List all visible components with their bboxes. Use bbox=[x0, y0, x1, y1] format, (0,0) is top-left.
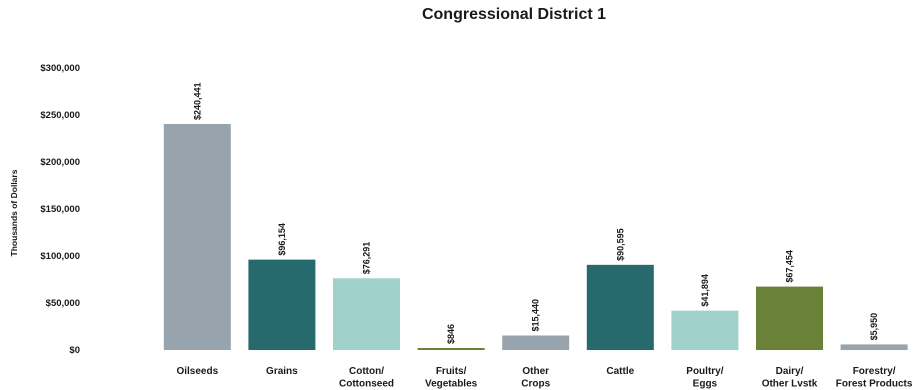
bar bbox=[163, 123, 231, 350]
category-label: Other Lvstk bbox=[762, 379, 818, 390]
category-label: Grains bbox=[266, 366, 298, 377]
y-tick-label: $300,000 bbox=[40, 63, 80, 74]
category-label: Eggs bbox=[693, 379, 718, 390]
bar bbox=[756, 286, 823, 350]
y-tick-label: $250,000 bbox=[40, 110, 80, 121]
bar bbox=[417, 348, 485, 350]
y-tick-label: $150,000 bbox=[40, 204, 80, 215]
data-label: $67,454 bbox=[785, 250, 795, 283]
bar bbox=[333, 278, 400, 350]
data-label: $76,291 bbox=[362, 242, 372, 275]
data-label: $240,441 bbox=[192, 82, 202, 120]
category-label: Fruits/ bbox=[436, 366, 467, 377]
y-tick-label: $200,000 bbox=[40, 157, 80, 168]
category-label: Vegetables bbox=[425, 379, 478, 390]
data-labels: $240,441 $96,154 $76,291 $846 $15,440 $90,595… bbox=[192, 82, 879, 344]
data-label: $96,154 bbox=[277, 223, 287, 256]
category-label: Crops bbox=[521, 379, 550, 390]
y-axis-label: Thousands of Dollars bbox=[9, 169, 19, 256]
data-label: $846 bbox=[446, 324, 456, 344]
bar bbox=[502, 335, 570, 350]
bar bbox=[586, 264, 654, 350]
bars bbox=[163, 123, 908, 350]
data-label: $15,440 bbox=[531, 299, 541, 332]
data-label: $41,894 bbox=[700, 274, 710, 307]
y-tick-label: $50,000 bbox=[46, 298, 80, 309]
category-label: Oilseeds bbox=[176, 366, 218, 377]
category-label: Dairy/ bbox=[776, 366, 804, 377]
chart-title: Congressional District 1 bbox=[421, 6, 607, 23]
y-tick-label: $100,000 bbox=[40, 251, 80, 262]
category-labels: Oilseeds Grains Cotton/Cottonseed Fruits/Ve… bbox=[176, 366, 912, 390]
bar bbox=[248, 259, 316, 350]
y-tick-label: $0 bbox=[69, 345, 80, 356]
category-label: Forestry/ bbox=[853, 366, 896, 377]
y-axis-ticks: $0 $50,000 $100,000 $150,000 $200,000 $250,00… bbox=[40, 63, 80, 356]
category-label: Cottonseed bbox=[339, 379, 394, 390]
data-label: $90,595 bbox=[615, 228, 625, 261]
category-label: Poultry/ bbox=[686, 366, 723, 377]
bar bbox=[671, 310, 739, 350]
category-label: Cattle bbox=[606, 366, 634, 377]
category-label: Cotton/ bbox=[349, 366, 384, 377]
bar bbox=[840, 344, 908, 350]
data-label: $5,950 bbox=[869, 313, 879, 341]
category-label: Forest Products bbox=[836, 379, 913, 390]
category-label: Other bbox=[522, 366, 549, 377]
